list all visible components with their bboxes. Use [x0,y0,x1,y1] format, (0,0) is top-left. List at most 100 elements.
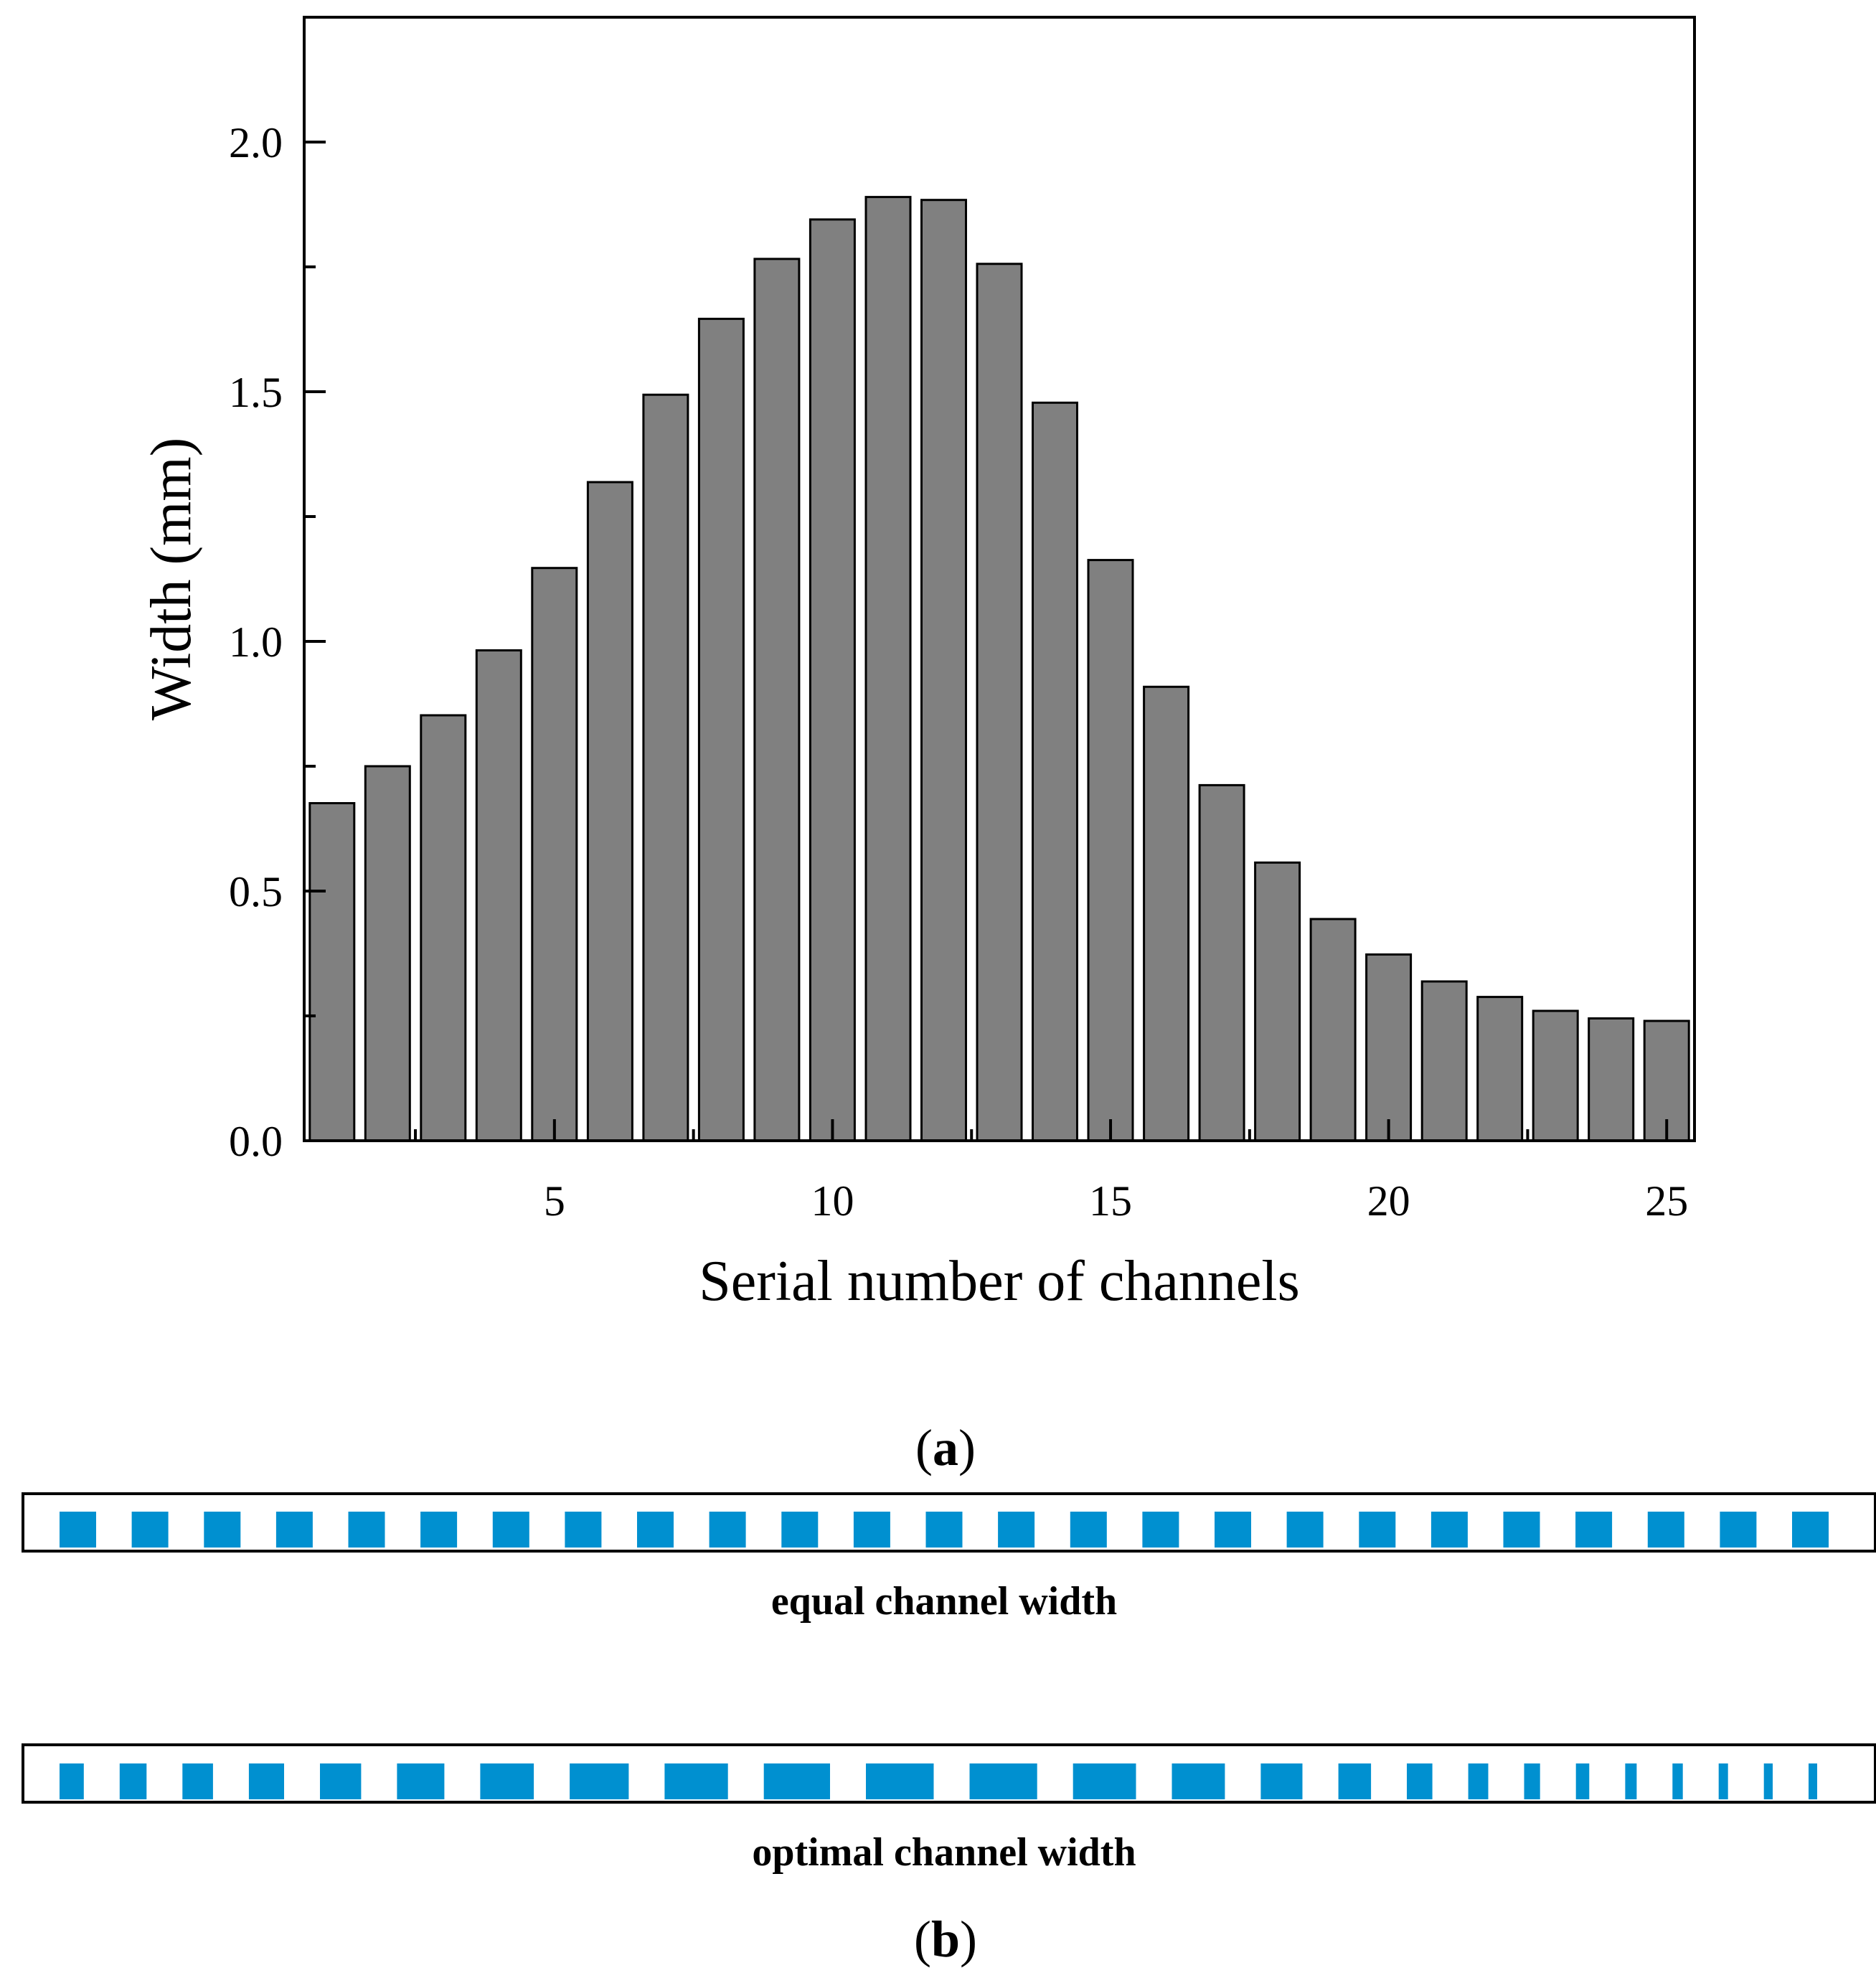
optimal-channel-10 [763,1763,830,1799]
bar-22 [1476,996,1524,1142]
bar-24 [1588,1017,1635,1142]
bar-13 [976,263,1023,1142]
optimal-channel-3 [182,1763,213,1799]
bar-16 [1143,685,1190,1142]
panel-a: 5 10 15 20 25 0.0 0.5 1.0 1.5 2.0 Serial number … [140,16,1696,1476]
equal-channel-16 [1142,1512,1179,1548]
y-tick-label: 0.5 [229,868,283,915]
equal-channel-12 [853,1512,890,1548]
x-tick-label: 25 [1645,1177,1688,1225]
bar-15 [1087,559,1134,1142]
optimal-channels-group [60,1763,1817,1799]
equal-channel-8 [565,1512,602,1548]
equal-channel-25 [1792,1512,1829,1548]
bar-14 [1032,401,1078,1142]
equal-channel-21 [1503,1512,1540,1548]
optimal-channel-4 [248,1763,284,1799]
y-tick-labels: 0.0 0.5 1.0 1.5 2.0 [229,119,283,1165]
x-tick-labels: 5 10 15 20 25 [544,1177,1688,1225]
optimal-channel-22 [1672,1763,1683,1799]
equal-channel-11 [781,1512,819,1548]
bar-8 [697,317,745,1142]
bar-5 [531,567,578,1142]
x-tick-label: 5 [544,1177,565,1225]
y-tick-label: 1.5 [229,369,283,416]
equal-channel-3 [204,1512,241,1548]
equal-channels-group [60,1512,1829,1548]
optimal-channel-12 [969,1763,1037,1799]
optimal-channel-7 [480,1763,534,1799]
bar-17 [1198,783,1245,1142]
equal-channel-5 [348,1512,385,1548]
x-axis-label: Serial number of channels [699,1250,1300,1313]
bar-12 [920,199,967,1142]
equal-channel-4 [275,1512,313,1548]
bar-4 [475,649,522,1142]
optimal-channel-8 [570,1763,629,1799]
x-tick-label: 15 [1089,1177,1132,1225]
optimal-channel-14 [1172,1763,1225,1799]
equal-channel-19 [1359,1512,1396,1548]
optimal-channel-18 [1468,1763,1489,1799]
bar-9 [753,258,801,1142]
bar-1 [308,802,356,1142]
equal-channel-9 [637,1512,674,1548]
optimal-channel-15 [1260,1763,1303,1799]
bar-18 [1254,861,1301,1142]
optimal-channel-11 [866,1763,934,1799]
equal-channel-2 [131,1512,169,1548]
optimal-channel-21 [1625,1763,1637,1799]
optimal-channel-caption: optimal channel width [752,1830,1136,1875]
equal-channel-caption: equal channel width [771,1579,1117,1624]
equal-channel-6 [420,1512,458,1548]
panel-a-label: (a) [915,1419,976,1476]
equal-channel-24 [1720,1512,1757,1548]
optimal-channel-strip [22,1743,1876,1804]
equal-channel-22 [1575,1512,1613,1548]
y-tick-label: 0.0 [229,1118,283,1165]
equal-channel-13 [925,1512,963,1548]
plot-frame [303,16,1696,1142]
equal-channel-20 [1430,1512,1468,1548]
panel-b: equal channel width optimal channel widt… [22,1492,1876,1968]
optimal-channel-20 [1575,1763,1590,1799]
panel-b-label: (b) [914,1911,977,1968]
optimal-channel-9 [664,1763,728,1799]
x-tick-label: 20 [1367,1177,1410,1225]
bar-10 [809,218,856,1142]
optimal-channel-13 [1073,1763,1136,1799]
optimal-channel-24 [1763,1763,1773,1799]
equal-channel-17 [1215,1512,1251,1548]
equal-channel-10 [709,1512,746,1548]
equal-channel-14 [998,1512,1035,1548]
bar-11 [864,196,912,1142]
bar-20 [1365,953,1413,1142]
ticks-group [304,141,1669,1142]
bar-19 [1309,918,1357,1142]
bar-21 [1420,980,1468,1142]
y-axis-label: Width (mm) [140,438,203,721]
equal-channel-18 [1286,1512,1324,1548]
optimal-channel-19 [1524,1763,1540,1799]
optimal-channel-5 [320,1763,362,1799]
bar-3 [420,714,467,1142]
bar-7 [642,393,689,1142]
y-tick-label: 1.0 [229,618,283,666]
optimal-channel-17 [1407,1763,1433,1799]
bar-23 [1532,1009,1579,1142]
optimal-channel-23 [1718,1763,1728,1799]
equal-channel-23 [1647,1512,1684,1548]
optimal-channel-2 [119,1763,147,1799]
equal-channel-15 [1070,1512,1107,1548]
optimal-channel-1 [60,1763,84,1799]
equal-channel-7 [492,1512,529,1548]
x-tick-label: 10 [811,1177,854,1225]
optimal-channel-25 [1809,1763,1817,1799]
y-tick-label: 2.0 [229,119,283,166]
bars-group [308,196,1690,1142]
bar-2 [364,765,411,1142]
optimal-channel-6 [397,1763,445,1799]
optimal-channel-16 [1338,1763,1372,1799]
equal-channel-1 [60,1512,96,1548]
